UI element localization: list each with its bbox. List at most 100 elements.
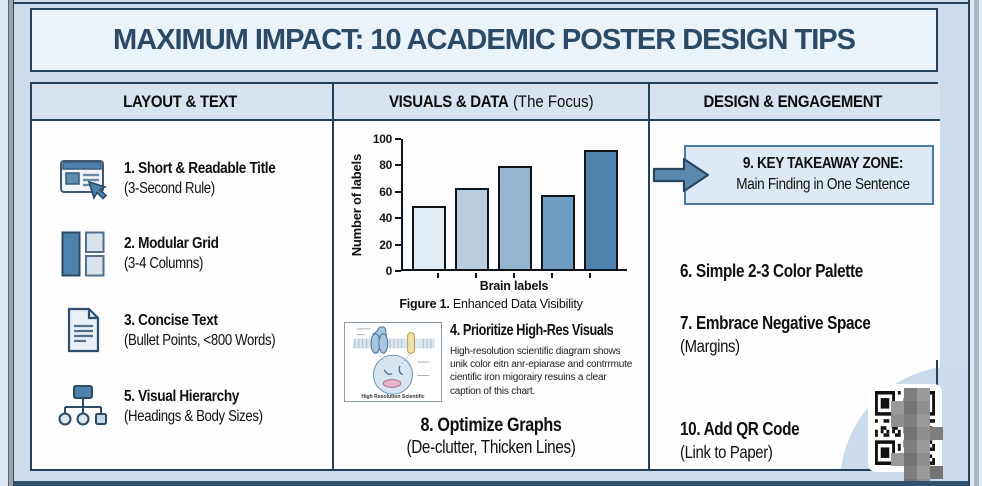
censor-pixel [904,427,917,440]
tip-9-key-takeaway-zone: 9. KEY TAKEAWAY ZONE: Main Finding in On… [652,145,934,205]
tip-subtitle: (3-4 Columns) [124,254,204,272]
poster-top-border [14,2,968,4]
y-tick-mark [395,217,401,220]
censor-pixel [891,414,904,427]
censor-pixel [904,388,917,401]
header-wrap: DESIGN & ENGAGEMENT [703,92,886,112]
censor-pixel [917,401,930,414]
header-wrap: LAYOUT & TEXT [123,92,241,112]
y-tick: 60 [345,184,401,200]
y-tick-mark [395,164,401,167]
tip-text: 1. Short & Readable Title (3-Second Rule… [124,159,302,198]
tips-table: LAYOUT & TEXT VISUALS & DATA (The Focus)… [30,82,940,471]
y-tick: 80 [345,157,401,173]
censor-pixel [904,466,917,479]
scientific-diagram-thumbnail: High Resolution Scientific [344,322,442,402]
video-edge-strip-left [8,0,14,486]
tip-text: 5. Visual Hierarchy (Headings & Body Siz… [124,387,287,426]
y-tick-label: 20 [379,237,392,252]
column-header-layout-text: LAYOUT & TEXT [32,84,334,121]
censor-pixel [917,414,930,427]
x-axis-ticks [401,273,627,278]
censor-pixel [917,453,930,466]
tip-title: 2. Modular Grid [124,234,219,252]
tip-8-optimize-graphs: 8. Optimize Graphs (De-clutter, Thicken … [334,415,648,458]
tip-subtitle: (Margins) [680,335,740,356]
censor-pixel [930,466,943,479]
bar-1 [412,206,446,269]
column-layout-text: 1. Short & Readable Title (3-Second Rule… [32,121,334,469]
qr-censor-mosaic [891,388,943,486]
bar-3 [498,166,532,269]
y-tick: 100 [345,131,401,147]
column-header-visuals-data: VISUALS & DATA (The Focus) [334,84,650,121]
tip-7-embrace-negative-space: 7. Embrace Negative Space (Margins) [680,312,938,358]
tip-title: 6. Simple 2-3 Color Palette [680,260,863,281]
tip-title: 8. Optimize Graphs [420,415,562,436]
tip-title: 7. Embrace Negative Space [680,312,871,333]
tip-6-simple-color-palette: 6. Simple 2-3 Color Palette [680,261,938,282]
y-tick-label: 60 [379,184,392,199]
document-text-icon [56,307,110,353]
tip-4-text: 4. Prioritize High-Res Visuals High-reso… [450,322,638,398]
column-visuals-data: Number of labels 0 20 40 60 80 100 Brain labe… [334,121,650,469]
censor-pixel [917,427,930,440]
poster: MAXIMUM IMPACT: 10 ACADEMIC POSTER DESIG… [14,0,970,486]
column-header-design-engagement: DESIGN & ENGAGEMENT [650,84,940,121]
figure-caption-bold: Figure 1. [399,297,450,311]
poster-title-panel: MAXIMUM IMPACT: 10 ACADEMIC POSTER DESIG… [30,8,938,72]
tip-body: High-resolution scientific diagram shows… [450,346,633,397]
tip-title: 3. Concise Text [124,311,218,329]
y-tick: 20 [345,237,401,253]
bar-5 [584,150,618,269]
tip-text: 2. Modular Grid (3-4 Columns) [124,234,235,273]
header-label: LAYOUT & TEXT [122,91,237,111]
censor-pixel [917,440,930,453]
tip-title: 1. Short & Readable Title [124,160,276,178]
tip-subtitle: (Link to Paper) [680,442,773,463]
tip-3-concise-text: 3. Concise Text (Bullet Points, <800 Wor… [56,307,324,353]
x-tick-mark [551,273,553,278]
poster-title: MAXIMUM IMPACT: 10 ACADEMIC POSTER DESIG… [113,23,856,56]
tip-1-short-readable-title: 1. Short & Readable Title (3-Second Rule… [56,158,324,200]
x-tick-mark [475,273,477,278]
censor-pixel [904,401,917,414]
censor-pixel [891,453,904,466]
y-tick: 0 [345,263,401,279]
y-tick-label: 0 [385,264,393,278]
header-wrap: VISUALS & DATA (The Focus) [389,92,594,112]
censor-pixel [930,427,943,440]
video-edge-strip-right-inner [974,0,979,486]
video-edge-strip-right [970,0,982,486]
right-arrow-icon [652,156,710,194]
tip-4-prioritize-high-res-visuals: High Resolution Scientific 4. Prioritize… [334,322,648,402]
poster-bottom-border [14,481,968,486]
y-tick-label: 80 [379,158,392,173]
title-page-cursor-icon [56,158,110,200]
tip-2-modular-grid: 2. Modular Grid (3-4 Columns) [56,231,324,277]
tip-text: 3. Concise Text (Bullet Points, <800 Wor… [124,311,302,350]
figure-caption: Figure 1. Enhanced Data Visibility [345,297,637,311]
plot-area [401,139,627,271]
tip-subtitle: Main Finding in One Sentence [736,175,910,193]
censor-pixel [917,466,930,479]
x-tick-mark [589,273,591,278]
y-tick-mark [395,138,401,140]
censor-pixel [904,440,917,453]
hierarchy-tree-icon [56,384,110,428]
figure-caption-text: Enhanced Data Visibility [449,297,583,311]
tip-10-add-qr-code: 10. Add QR Code (Link to Paper) [680,418,938,464]
y-tick-mark [395,270,401,272]
censor-pixel [904,414,917,427]
tip-subtitle: (Headings & Body Sizes) [124,407,263,425]
chart-x-axis-label: Brain labels [479,279,549,293]
tip-title: 4. Prioritize High-Res Visuals [450,322,614,339]
bar-2 [455,188,489,269]
bar-4 [541,195,575,269]
tip-subtitle: (De-clutter, Thicken Lines) [406,437,576,457]
header-label: DESIGN & ENGAGEMENT [703,91,883,111]
tip-title: 5. Visual Hierarchy [124,387,240,405]
tip-5-visual-hierarchy: 5. Visual Hierarchy (Headings & Body Siz… [56,384,324,428]
tip-subtitle: (Bullet Points, <800 Words) [124,331,276,349]
